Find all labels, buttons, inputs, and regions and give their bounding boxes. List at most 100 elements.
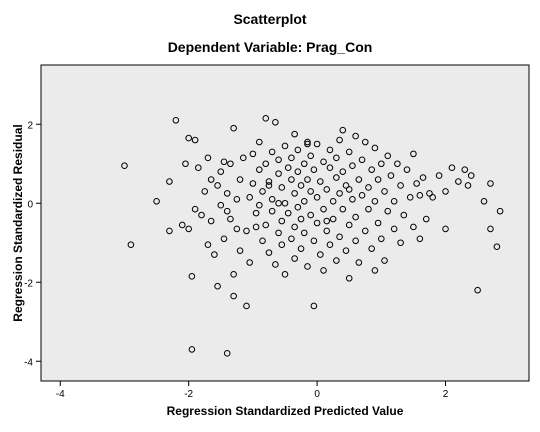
y-tick-label: -4 (24, 357, 33, 368)
scatter-point (339, 168, 347, 175)
scatter-point (326, 146, 334, 154)
scatter-point (329, 215, 337, 223)
scatter-point (400, 211, 408, 219)
scatter-point (272, 261, 279, 268)
data-points (121, 115, 504, 357)
scatter-point (374, 176, 382, 183)
scatter-point (223, 207, 231, 215)
scatter-point (419, 174, 427, 181)
scatter-point (230, 124, 237, 132)
scatter-point (355, 176, 363, 183)
scatter-point (361, 138, 369, 146)
scatter-point (361, 227, 369, 235)
scatter-point (214, 182, 221, 189)
scatter-point (214, 282, 221, 290)
chart-title: Scatterplot (233, 11, 306, 27)
scatter-point (304, 176, 311, 183)
scatter-point (297, 245, 305, 252)
scatter-point (394, 160, 401, 168)
scatter-point (317, 251, 324, 258)
scatter-point (416, 235, 424, 243)
scatter-point (365, 205, 372, 213)
scatter-point (426, 190, 433, 197)
scatter-point (323, 186, 331, 193)
scatter-point (384, 207, 392, 215)
scatter-point (307, 152, 314, 160)
scatter-point (275, 156, 282, 164)
scatter-point (307, 211, 314, 219)
scatter-point (275, 170, 282, 177)
scatter-point (233, 196, 241, 203)
scatter-point (201, 188, 209, 195)
scatter-point (323, 217, 331, 225)
scatter-point (406, 194, 414, 201)
scatter-point (336, 190, 343, 197)
scatter-point (345, 275, 353, 282)
y-axis-label: Regression Standardized Residual (11, 124, 25, 321)
scatter-point (342, 247, 350, 254)
plot-area (40, 64, 530, 382)
y-tick-label: 0 (27, 199, 33, 210)
scatter-point (378, 160, 385, 168)
scatter-point (262, 221, 270, 229)
scatter-point (185, 134, 192, 142)
scatter-point (188, 273, 196, 280)
scatter-point (368, 245, 375, 252)
scatter-point (223, 350, 231, 357)
scatter-point (326, 164, 334, 171)
scatter-point (467, 172, 475, 179)
scatter-point (313, 219, 321, 227)
scatter-point (320, 158, 327, 166)
scatter-point (384, 152, 392, 160)
scatter-point (207, 217, 215, 225)
scatter-point (121, 162, 128, 170)
scatter-point (313, 140, 321, 148)
scatter-point (310, 302, 318, 310)
scatter-point (278, 184, 286, 191)
scatter-point (291, 190, 298, 197)
scatter-point (480, 197, 488, 205)
scatter-point (281, 199, 289, 207)
scatter-point (185, 225, 192, 233)
scatter-point (246, 194, 253, 201)
y-tick-label: -2 (24, 278, 33, 289)
scatter-point (323, 227, 331, 235)
scatter-point (249, 150, 257, 158)
scatter-point (294, 168, 302, 175)
scatter-point (339, 126, 347, 134)
scatter-point (390, 197, 398, 205)
scatter-point (352, 132, 359, 140)
scatter-point (410, 223, 417, 231)
scatter-point (217, 201, 225, 209)
scatter-point (217, 168, 225, 175)
scatter-point (442, 188, 449, 195)
scatter-point (317, 178, 324, 185)
scatter-point (381, 188, 388, 195)
scatter-point (493, 243, 501, 250)
scatter-point (198, 211, 205, 219)
scatter-point (265, 249, 273, 256)
scatter-point (291, 130, 298, 138)
x-tick-label: -4 (56, 389, 65, 400)
x-tick-label: 0 (314, 389, 320, 400)
scatter-point (182, 160, 189, 168)
scatter-point (352, 237, 359, 245)
scatter-point (230, 292, 237, 300)
scatter-point (236, 176, 244, 183)
scatter-point (220, 235, 228, 243)
scatter-point (172, 117, 180, 124)
scatter-point (300, 160, 308, 168)
x-axis-label: Regression Standardized Predicted Value (167, 404, 404, 418)
scatter-point (262, 160, 270, 168)
scatter-point (358, 156, 366, 164)
scatter-point (336, 136, 343, 144)
scatter-point (345, 148, 353, 156)
scatter-point (230, 271, 237, 278)
scatter-point (256, 166, 263, 173)
scatter-point (403, 166, 411, 173)
scatter-point (204, 241, 212, 249)
scatter-point (349, 196, 356, 203)
scatter-point (275, 199, 282, 207)
scatter-point (349, 162, 356, 170)
scatter-point (352, 213, 359, 221)
